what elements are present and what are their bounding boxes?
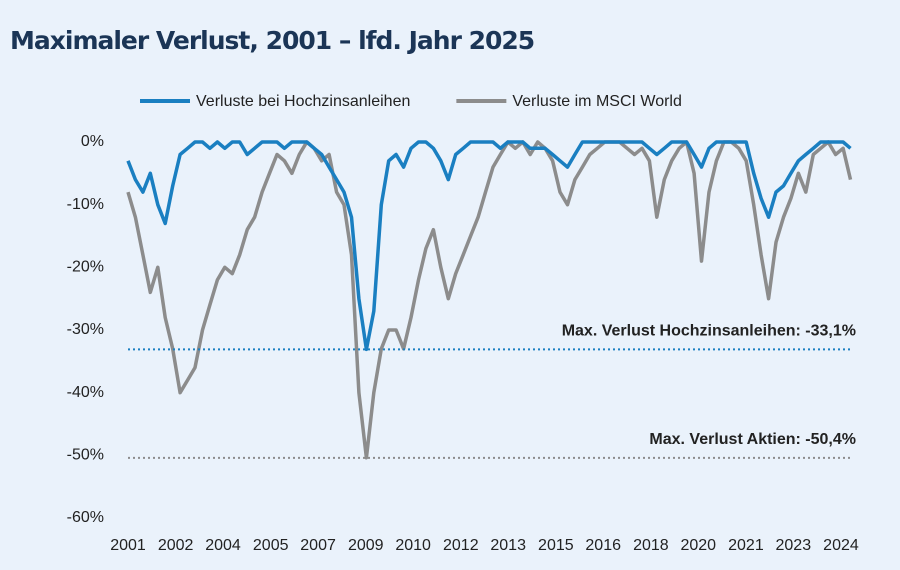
x-tick-label: 2004 — [205, 537, 241, 554]
x-tick-label: 2002 — [158, 537, 194, 554]
x-tick-label: 2013 — [490, 537, 526, 554]
chart-title: Maximaler Verlust, 2001 – lfd. Jahr 2025 — [10, 26, 534, 55]
y-tick-label: 0% — [81, 133, 104, 150]
x-tick-label: 2007 — [300, 537, 336, 554]
reference-label: Max. Verlust Hochzinsanleihen: -33,1% — [562, 323, 856, 340]
x-tick-label: 2023 — [776, 537, 812, 554]
reference-label: Max. Verlust Aktien: -50,4% — [649, 431, 856, 448]
x-tick-label: 2010 — [395, 537, 431, 554]
x-tick-label: 2012 — [443, 537, 479, 554]
x-tick-label: 2015 — [538, 537, 574, 554]
x-tick-label: 2005 — [253, 537, 289, 554]
legend-label: Verluste im MSCI World — [512, 93, 682, 110]
x-tick-label: 2020 — [680, 537, 716, 554]
x-tick-label: 2016 — [585, 537, 621, 554]
line-series — [126, 140, 852, 352]
y-tick-label: -20% — [67, 259, 104, 276]
x-tick-label: 2001 — [110, 537, 146, 554]
y-tick-label: -10% — [67, 196, 104, 213]
y-tick-label: -40% — [67, 384, 104, 401]
x-tick-label: 2009 — [348, 537, 384, 554]
y-tick-label: -30% — [67, 321, 104, 338]
x-tick-label: 2024 — [823, 537, 859, 554]
y-tick-label: -50% — [67, 447, 104, 464]
y-tick-label: -60% — [67, 509, 104, 526]
x-tick-label: 2021 — [728, 537, 764, 554]
legend-label: Verluste bei Hochzinsanleihen — [196, 93, 410, 110]
x-tick-label: 2018 — [633, 537, 669, 554]
